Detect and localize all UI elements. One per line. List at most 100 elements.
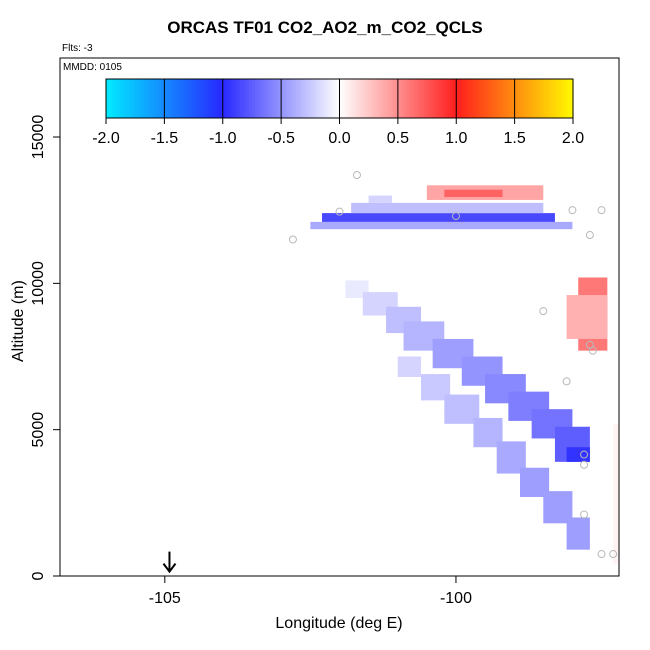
colorbar-segment: [441, 79, 446, 118]
colorbar-segment: [511, 79, 516, 118]
colorbar-tick-label: 0.5: [387, 130, 409, 147]
colorbar-segment: [269, 79, 273, 118]
colorbar-segment: [561, 79, 565, 118]
heatmap-cell: [566, 295, 608, 339]
colorbar-segment: [138, 79, 142, 118]
colorbar-segment: [348, 79, 352, 118]
colorbar-segment: [237, 79, 241, 118]
colorbar-segment: [286, 79, 291, 118]
colorbar-segment: [473, 79, 478, 118]
colorbar-segment: [567, 79, 571, 118]
x-tick-label: -105: [149, 590, 181, 607]
colorbar-segment: [418, 79, 422, 118]
data-point: [562, 377, 571, 386]
colorbar-segment: [146, 79, 151, 118]
colorbar-segment: [219, 79, 224, 118]
colorbar-segment: [526, 79, 530, 118]
heatmap-cell: [566, 447, 590, 462]
x-axis-label: Longitude (deg E): [275, 615, 403, 632]
y-tick-label: 10000: [30, 261, 47, 306]
data-point: [335, 207, 344, 216]
colorbar-tick-label: 1.0: [445, 130, 467, 147]
data-point: [580, 510, 589, 519]
data-point: [288, 235, 297, 244]
colorbar-segment: [251, 79, 256, 118]
colorbar-segment: [523, 79, 527, 118]
data-point: [568, 206, 577, 215]
colorbar-segment: [275, 79, 279, 118]
colorbar-segment: [383, 79, 387, 118]
colorbar-segment: [298, 79, 303, 118]
colorbar-segment: [502, 79, 507, 118]
colorbar-segment: [508, 79, 513, 118]
data-point: [585, 231, 594, 240]
colorbar-tick-label: -1.5: [151, 130, 179, 147]
colorbar-segment: [371, 79, 376, 118]
colorbar-segment: [266, 79, 271, 118]
colorbar-tick-label: -2.0: [92, 130, 120, 147]
colorbar-segment: [409, 79, 414, 118]
flights-note: Flts: -3: [62, 43, 93, 54]
colorbar-segment: [316, 79, 320, 118]
y-tick-label: 5000: [30, 412, 47, 448]
colorbar-segment: [149, 79, 154, 118]
colorbar-segment: [520, 79, 524, 118]
data-point: [597, 550, 606, 559]
colorbar-segment: [141, 79, 145, 118]
colorbar-segment: [243, 79, 247, 118]
colorbar-segment: [190, 79, 195, 118]
colorbar-segment: [240, 79, 244, 118]
colorbar-segment: [540, 79, 545, 118]
colorbar-segment: [246, 79, 250, 118]
colorbar-segment: [368, 79, 373, 118]
colorbar-segment: [120, 79, 125, 118]
colorbar-segment: [476, 79, 481, 118]
colorbar-segment: [123, 79, 128, 118]
colorbar-segment: [546, 79, 551, 118]
colorbar-segment: [263, 79, 268, 118]
colorbar-segment: [155, 79, 160, 118]
heatmap-cell: [566, 517, 590, 550]
colorbar-segment: [386, 79, 390, 118]
colorbar-segment: [114, 79, 119, 118]
chart-title: ORCAS TF01 CO2_AO2_m_CO2_QCLS: [167, 18, 483, 37]
colorbar-segment: [389, 79, 393, 118]
colorbar-segment: [482, 79, 487, 118]
colorbar-tick-label: -0.5: [267, 130, 295, 147]
colorbar-segment: [403, 79, 408, 118]
colorbar-segment: [429, 79, 434, 118]
colorbar-segment: [444, 79, 449, 118]
colorbar-segment: [143, 79, 148, 118]
colorbar-segment: [514, 79, 519, 118]
colorbar-segment: [549, 79, 554, 118]
colorbar-segment: [184, 79, 189, 118]
colorbar-segment: [491, 79, 495, 118]
colorbar-segment: [187, 79, 192, 118]
colorbar-segment: [485, 79, 489, 118]
colorbar-segment: [202, 79, 206, 118]
colorbar-segment: [225, 79, 230, 118]
colorbar-segment: [552, 79, 557, 118]
colorbar-segment: [161, 79, 165, 118]
data-point: [580, 460, 589, 469]
colorbar-segment: [421, 79, 425, 118]
colorbar-segment: [321, 79, 326, 118]
colorbar-segment: [178, 79, 183, 118]
colorbar-segment: [324, 79, 329, 118]
colorbar-segment: [456, 79, 460, 118]
colorbar-segment: [415, 79, 419, 118]
colorbar-segment: [351, 79, 355, 118]
colorbar-segment: [234, 79, 238, 118]
colorbar-segment: [272, 79, 276, 118]
colorbar-segment: [336, 79, 341, 118]
y-tick-label: 0: [30, 571, 47, 580]
colorbar-segment: [333, 79, 338, 118]
colorbar-segment: [106, 79, 110, 118]
colorbar-segment: [406, 79, 411, 118]
colorbar-segment: [453, 79, 457, 118]
colorbar-segment: [295, 79, 300, 118]
colorbar-segment: [193, 79, 198, 118]
colorbar-segment: [427, 79, 431, 118]
colorbar-segment: [435, 79, 440, 118]
